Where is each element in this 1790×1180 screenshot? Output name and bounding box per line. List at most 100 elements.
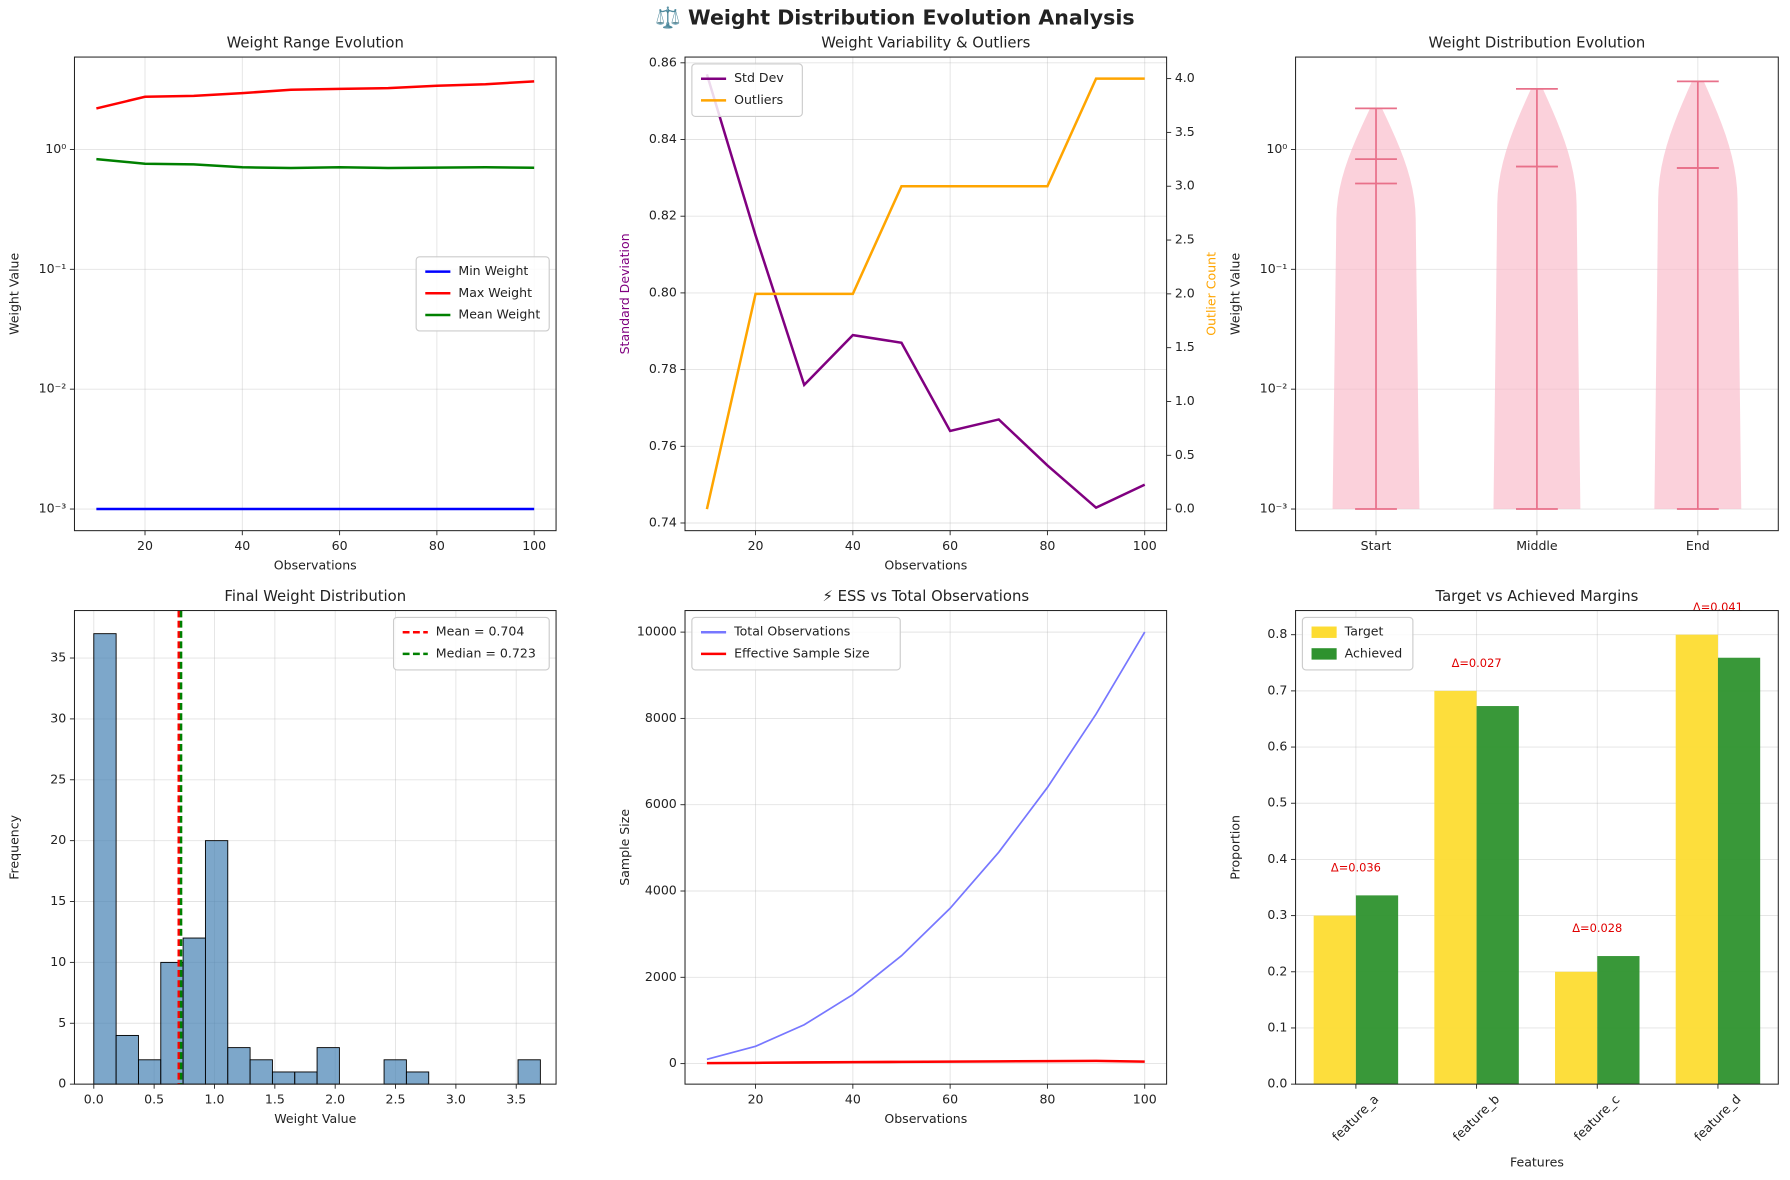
legend-box xyxy=(392,616,550,671)
y-tick-label: 5 xyxy=(58,1015,66,1030)
data-line xyxy=(706,631,1146,1061)
x-tick-label: feature_c xyxy=(1571,1092,1623,1144)
panel: 0.0 0.1 0.2 0.3 0.4 0.5 0.6 0.7 0.8 feature_a feat… xyxy=(1228,588,1779,1169)
y-tick-label: 10⁻³ xyxy=(39,501,67,516)
histogram-bar xyxy=(137,1059,162,1085)
x-tick-label: 2.5 xyxy=(386,1092,406,1107)
x-axis-label: Weight Value xyxy=(274,1111,356,1126)
legend-label: Mean = 0.704 xyxy=(436,624,525,639)
plot-frame xyxy=(73,56,557,532)
plot-frame xyxy=(684,610,1168,1085)
panel: 0.74 0.76 0.78 0.80 0.82 0.84 0.86 0.0 0.5 1.0 1.5… xyxy=(617,34,1219,572)
histogram-bar xyxy=(383,1059,407,1085)
y2-tick-label: 3.5 xyxy=(1175,124,1195,139)
x-tick-label: 100 xyxy=(522,538,546,553)
bar xyxy=(1675,634,1718,1085)
x-tick-label: feature_a xyxy=(1329,1091,1382,1144)
annotation: Δ=0.027 xyxy=(1452,656,1502,670)
x-axis-label: Observations xyxy=(274,558,357,573)
x-tick-label: 3.0 xyxy=(446,1092,466,1107)
x-tick-label: 80 xyxy=(1039,1092,1055,1107)
legend: Std Dev Outliers xyxy=(691,63,803,117)
histogram-bar xyxy=(115,1034,139,1085)
legend-box xyxy=(691,616,901,671)
legend-label: Effective Sample Size xyxy=(734,645,870,660)
x-tick-label: 100 xyxy=(1133,538,1157,553)
legend-swatch xyxy=(1311,626,1337,638)
y-tick-label: 30 xyxy=(50,710,66,725)
legend-label: Total Observations xyxy=(733,624,850,639)
x-tick-label: 2.0 xyxy=(325,1092,345,1107)
y2-tick-label: 0.5 xyxy=(1175,447,1195,462)
legend-label: Max Weight xyxy=(458,285,532,300)
y-tick-label: 20 xyxy=(50,832,66,847)
data-line xyxy=(705,77,1145,510)
y-axis-label: Frequency xyxy=(7,814,22,879)
x-axis-label: Observations xyxy=(884,558,967,573)
y-tick-label: 25 xyxy=(50,771,66,786)
y-tick-label: 10⁰ xyxy=(1266,141,1287,156)
annotation: Δ=0.028 xyxy=(1572,921,1622,935)
y-tick-label: 0 xyxy=(669,1055,677,1070)
x-tick-label: 40 xyxy=(234,538,250,553)
x-tick-label: 0.0 xyxy=(84,1092,104,1107)
panel-title: ⚡ ESS vs Total Observations xyxy=(823,588,1030,605)
legend-label: Achieved xyxy=(1345,645,1403,660)
panel: 0 2000 4000 6000 8000 10000 20 40 60 80 100 ⚡ ESS v… xyxy=(617,588,1168,1126)
y2-axis-label: Outlier Count xyxy=(1204,252,1219,336)
y-tick-label: 6000 xyxy=(645,796,677,811)
y-tick-label: 0.0 xyxy=(1267,1076,1287,1091)
panel: 10⁻³ 10⁻² 10⁻¹ 10⁰ Start Middle End Weight Dist… xyxy=(1228,34,1779,553)
data-line xyxy=(706,1059,1145,1065)
annotation: Δ=0.041 xyxy=(1693,600,1743,614)
y2-tick-label: 1.5 xyxy=(1175,339,1195,354)
legend-box xyxy=(415,256,550,332)
histogram-bar xyxy=(249,1059,273,1085)
legend-label: Target xyxy=(1344,624,1384,639)
bar xyxy=(1717,657,1761,1085)
legend: Target Achieved xyxy=(1301,616,1414,671)
histogram-bar xyxy=(271,1071,296,1085)
y-tick-label: 0.86 xyxy=(649,54,677,69)
x-tick-label: 100 xyxy=(1133,1092,1157,1107)
y-tick-label: 0.82 xyxy=(649,208,677,223)
x-tick-label: 80 xyxy=(1039,538,1055,553)
legend-label: Min Weight xyxy=(458,263,528,278)
y-tick-label: 10⁻² xyxy=(1260,381,1288,396)
histogram-bar xyxy=(227,1047,251,1085)
histogram-bar xyxy=(517,1059,541,1085)
y-tick-label: 15 xyxy=(50,893,66,908)
y-tick-label: 8000 xyxy=(645,710,677,725)
y-axis-label: Sample Size xyxy=(617,809,632,886)
x-tick-label: 40 xyxy=(845,538,861,553)
x-tick-label: Middle xyxy=(1516,538,1558,553)
y-tick-label: 10⁻³ xyxy=(1260,501,1288,516)
y-tick-label: 0.4 xyxy=(1267,851,1287,866)
bar xyxy=(1355,895,1399,1085)
x-tick-label: 20 xyxy=(748,1092,764,1107)
y-tick-label: 4000 xyxy=(645,883,677,898)
histogram-bar xyxy=(405,1071,430,1085)
y-tick-label: 0.76 xyxy=(649,438,677,453)
legend: Min Weight Max Weight Mean Weight xyxy=(415,256,550,332)
y-tick-label: 0.74 xyxy=(649,514,677,529)
y-tick-label: 0.1 xyxy=(1267,1019,1287,1034)
x-tick-label: Start xyxy=(1361,538,1392,553)
y-tick-label: 10000 xyxy=(637,624,677,639)
x-tick-label: 20 xyxy=(748,538,764,553)
panel-title: Weight Distribution Evolution xyxy=(1429,34,1646,51)
panel: 0 5 10 15 20 25 30 35 0.0 0.5 1.0 1.5 2.0 2.5 3.0 3.5 Fi… xyxy=(7,588,557,1126)
y2-tick-label: 1.0 xyxy=(1175,393,1195,408)
bar xyxy=(1597,956,1640,1085)
y2-tick-label: 3.0 xyxy=(1175,178,1195,193)
x-axis-label: Features xyxy=(1510,1154,1564,1169)
x-tick-label: 60 xyxy=(332,538,348,553)
y-axis-label: Proportion xyxy=(1228,815,1243,880)
legend-label: Std Dev xyxy=(734,70,784,85)
y-tick-label: 2000 xyxy=(645,969,677,984)
legend: Total Observations Effective Sample Size xyxy=(691,616,901,671)
figure-title: ⚖️ Weight Distribution Evolution Analysi… xyxy=(655,5,1134,29)
x-tick-label: 1.5 xyxy=(265,1092,285,1107)
